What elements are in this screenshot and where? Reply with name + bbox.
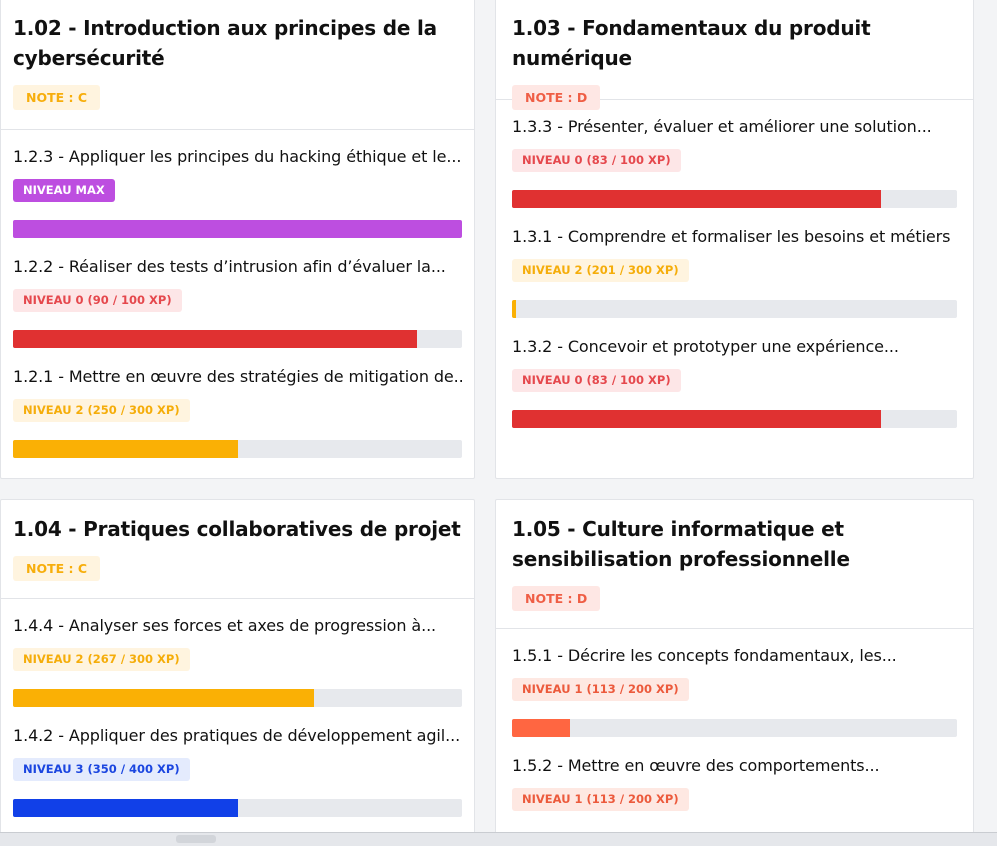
progress-bar xyxy=(512,300,957,318)
module-card-1-05: 1.05 - Culture informatique et sensibili… xyxy=(495,499,974,839)
module-header: 1.02 - Introduction aux principes de la … xyxy=(1,0,474,130)
skill-item[interactable]: 1.3.3 - Présenter, évaluer et améliorer … xyxy=(512,115,957,225)
progress-bar xyxy=(13,220,462,238)
module-card-1-04: 1.04 - Pratiques collaboratives de proje… xyxy=(0,499,475,839)
progress-fill xyxy=(13,689,314,707)
skills-list: 1.5.1 - Décrire les concepts fondamentau… xyxy=(496,629,973,838)
skill-item[interactable]: 1.3.1 - Comprendre et formaliser les bes… xyxy=(512,225,957,335)
progress-fill xyxy=(13,799,238,817)
module-title: 1.02 - Introduction aux principes de la … xyxy=(13,16,437,70)
horizontal-scrollbar[interactable] xyxy=(0,832,997,846)
skill-name: 1.4.4 - Analyser ses forces et axes de p… xyxy=(13,616,437,635)
progress-bar xyxy=(13,799,462,817)
level-badge: NIVEAU 0 (83 / 100 XP) xyxy=(512,149,681,172)
skill-item[interactable]: 1.2.3 - Appliquer les principes du hacki… xyxy=(13,145,462,255)
level-badge: NIVEAU 1 (113 / 200 XP) xyxy=(512,678,689,701)
level-badge: NIVEAU 1 (113 / 200 XP) xyxy=(512,788,689,811)
progress-bar xyxy=(13,330,462,348)
progress-bar xyxy=(13,689,462,707)
skill-name: 1.2.3 - Appliquer les principes du hacki… xyxy=(13,147,462,166)
module-note-badge: NOTE : D xyxy=(512,85,601,110)
skill-name: 1.3.2 - Concevoir et prototyper une expé… xyxy=(512,337,899,356)
skill-item[interactable]: 1.4.4 - Analyser ses forces et axes de p… xyxy=(13,614,462,724)
level-badge: NIVEAU MAX xyxy=(13,179,115,202)
skill-name: 1.5.1 - Décrire les concepts fondamentau… xyxy=(512,646,897,665)
progress-fill xyxy=(13,220,462,238)
progress-fill xyxy=(512,300,517,318)
progress-bar xyxy=(512,410,957,428)
module-note-badge: NOTE : C xyxy=(13,85,101,110)
scrollbar-thumb[interactable] xyxy=(176,835,216,843)
skills-list: 1.3.3 - Présenter, évaluer et améliorer … xyxy=(496,100,973,445)
level-badge: NIVEAU 2 (201 / 300 XP) xyxy=(512,259,689,282)
skills-list: 1.2.3 - Appliquer les principes du hacki… xyxy=(1,130,474,475)
skill-name: 1.3.1 - Comprendre et formaliser les bes… xyxy=(512,227,951,246)
level-badge: NIVEAU 2 (250 / 300 XP) xyxy=(13,399,190,422)
level-badge: NIVEAU 3 (350 / 400 XP) xyxy=(13,758,190,781)
module-note-badge: NOTE : C xyxy=(13,556,101,581)
progress-fill xyxy=(13,440,238,458)
module-card-1-03: 1.03 - Fondamentaux du produit numérique… xyxy=(495,0,974,479)
progress-fill xyxy=(512,190,882,208)
module-header: 1.04 - Pratiques collaboratives de proje… xyxy=(1,500,474,599)
progress-fill xyxy=(512,719,570,737)
progress-bar xyxy=(512,719,957,737)
module-title: 1.04 - Pratiques collaboratives de proje… xyxy=(13,517,461,541)
progress-fill xyxy=(13,330,418,348)
level-badge: NIVEAU 0 (83 / 100 XP) xyxy=(512,369,681,392)
progress-fill xyxy=(512,410,882,428)
skill-item[interactable]: 1.5.1 - Décrire les concepts fondamentau… xyxy=(512,644,957,754)
skill-item[interactable]: 1.3.2 - Concevoir et prototyper une expé… xyxy=(512,335,957,445)
module-header: 1.05 - Culture informatique et sensibili… xyxy=(496,500,973,629)
module-title: 1.05 - Culture informatique et sensibili… xyxy=(512,517,850,571)
module-title: 1.03 - Fondamentaux du produit numérique xyxy=(512,16,871,70)
module-card-1-02: 1.02 - Introduction aux principes de la … xyxy=(0,0,475,479)
skill-item[interactable]: 1.4.2 - Appliquer des pratiques de dével… xyxy=(13,724,462,834)
progress-bar xyxy=(512,190,957,208)
module-header: 1.03 - Fondamentaux du produit numérique… xyxy=(496,0,973,110)
skill-name: 1.2.2 - Réaliser des tests d’intrusion a… xyxy=(13,257,446,276)
skill-name: 1.5.2 - Mettre en œuvre des comportement… xyxy=(512,756,880,775)
level-badge: NIVEAU 0 (90 / 100 XP) xyxy=(13,289,182,312)
skill-item[interactable]: 1.2.1 - Mettre en œuvre des stratégies d… xyxy=(13,365,462,475)
module-note-badge: NOTE : D xyxy=(512,586,601,611)
skill-name: 1.4.2 - Appliquer des pratiques de dével… xyxy=(13,726,461,745)
skill-name: 1.2.1 - Mettre en œuvre des stratégies d… xyxy=(13,367,462,386)
skill-item[interactable]: 1.2.2 - Réaliser des tests d’intrusion a… xyxy=(13,255,462,365)
skill-item[interactable]: 1.5.2 - Mettre en œuvre des comportement… xyxy=(512,754,957,838)
skills-list: 1.4.4 - Analyser ses forces et axes de p… xyxy=(1,599,474,834)
skill-name: 1.3.3 - Présenter, évaluer et améliorer … xyxy=(512,117,932,136)
progress-bar xyxy=(13,440,462,458)
level-badge: NIVEAU 2 (267 / 300 XP) xyxy=(13,648,190,671)
